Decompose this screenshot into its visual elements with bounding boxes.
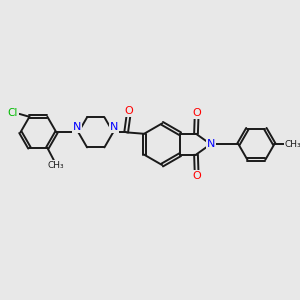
Text: O: O [192,171,201,181]
Text: N: N [110,122,118,132]
Text: Cl: Cl [8,108,18,118]
Text: O: O [192,108,201,118]
Text: N: N [73,122,81,132]
Text: O: O [125,106,134,116]
Text: CH₃: CH₃ [47,161,64,170]
Text: N: N [206,139,215,149]
Text: CH₃: CH₃ [285,140,300,149]
